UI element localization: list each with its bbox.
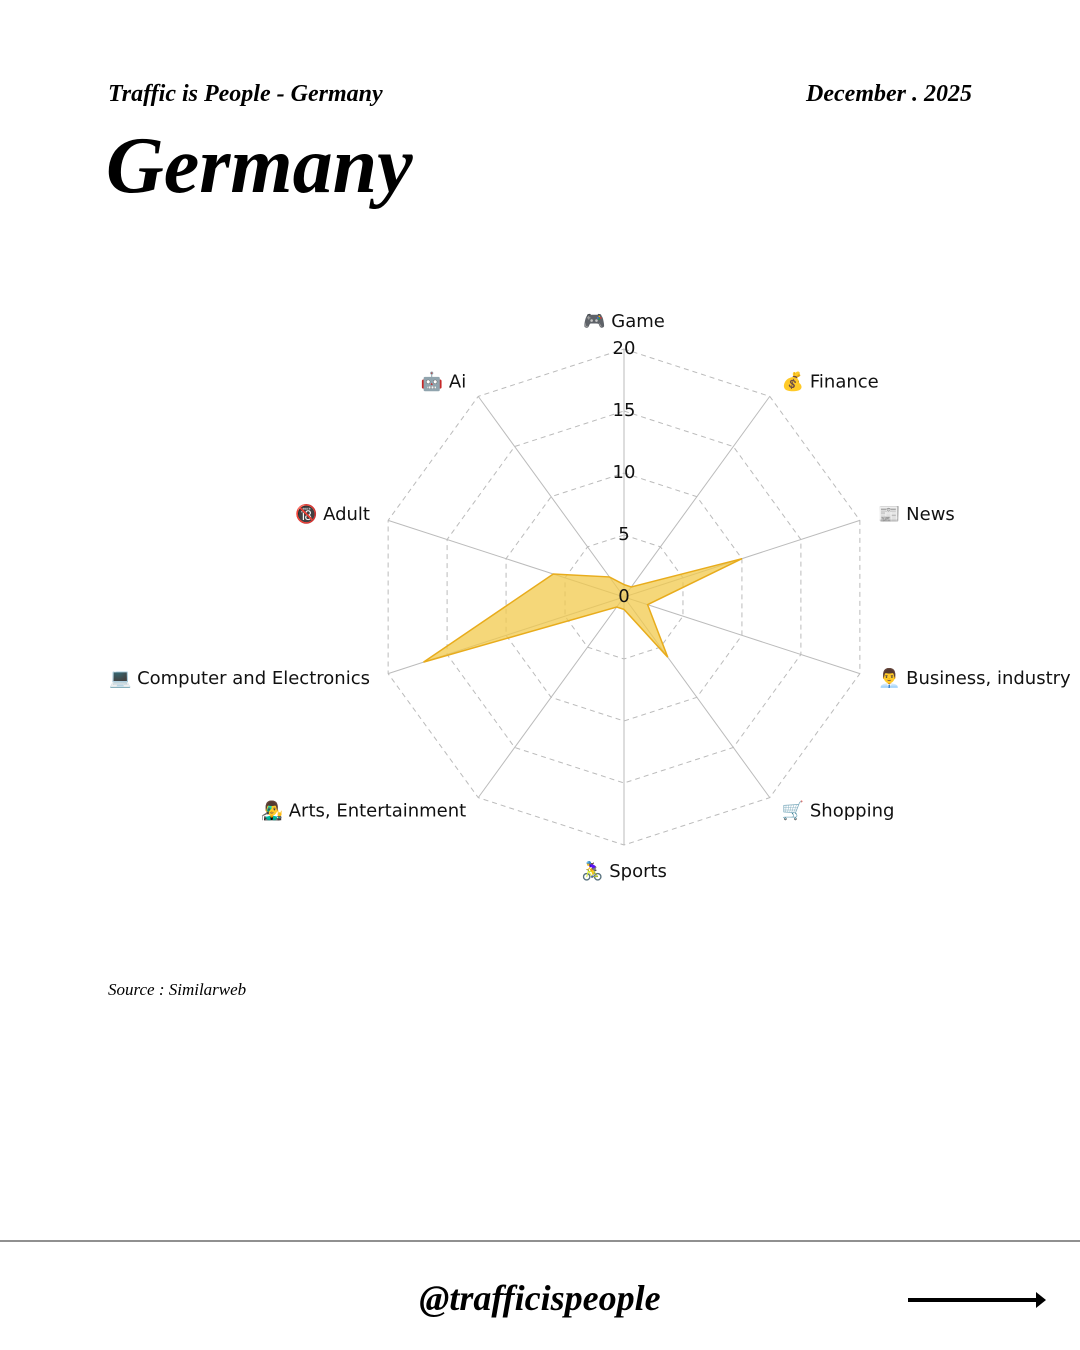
category-label: 🎮 Game — [583, 311, 665, 332]
category-label: 👨‍💼 Business, industry — [878, 667, 1071, 689]
r-tick-label: 5 — [618, 524, 629, 545]
grid-ring — [446, 410, 802, 784]
spoke — [477, 396, 625, 598]
brand: Traffic is People - Germany — [108, 81, 383, 107]
category-label: 💰 Finance — [782, 371, 879, 393]
spoke — [477, 596, 625, 798]
category-label: 📰 News — [878, 504, 955, 525]
next-arrow[interactable] — [908, 1292, 1046, 1308]
handle: @trafficispeople — [419, 1278, 660, 1318]
grid-ring — [505, 472, 743, 722]
r-tick-label: 20 — [613, 338, 636, 359]
arrow-head — [1036, 1292, 1046, 1308]
radar-area — [423, 557, 743, 663]
date: December . 2025 — [805, 81, 972, 107]
category-label: 👨‍🎤 Arts, Entertainment — [261, 799, 467, 821]
category-label: 🔞 Adult — [295, 503, 370, 525]
r-tick-label: 0 — [618, 586, 629, 607]
spoke — [623, 396, 771, 598]
category-label: 🛒 Shopping — [782, 799, 895, 821]
r-tick-label: 10 — [613, 462, 636, 483]
spoke — [623, 596, 861, 675]
category-label: 💻 Computer and Electronics — [109, 668, 370, 689]
radar-chart: 0 5 10 15 20 🎮 Game 💰 Finance 📰 News 👨‍💼 Busines… — [109, 311, 1071, 882]
source: Source : Similarweb — [108, 980, 246, 999]
category-label: 🤖 Ai — [421, 371, 466, 393]
chart-title: Germany — [106, 122, 413, 210]
r-tick-label: 15 — [613, 400, 636, 421]
category-label: 🚴‍♀️ Sports — [581, 860, 667, 882]
